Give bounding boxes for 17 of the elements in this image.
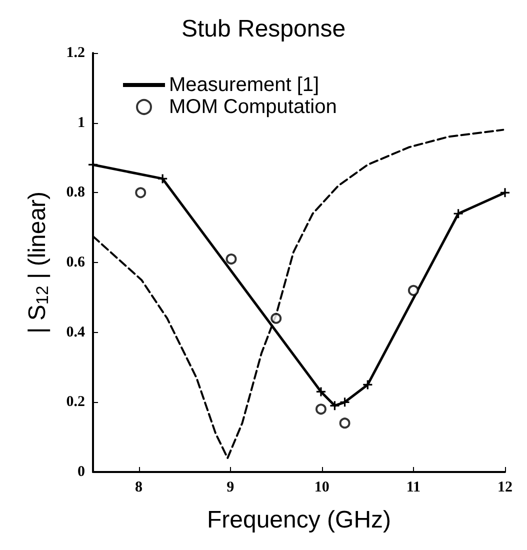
y-tick-label: 0: [78, 464, 85, 480]
chart-title: Stub Response: [181, 16, 346, 42]
legend-label: MOM Computation: [169, 96, 337, 118]
y-tick-label: 1: [78, 114, 85, 131]
y-tick-label: 0.8: [66, 184, 85, 201]
y-tick-label: 0.6: [66, 254, 86, 270]
x-tick-label: 9: [226, 480, 234, 496]
y-axis-title: | S12 | (linear): [24, 191, 52, 334]
y-tick-label: 0.2: [66, 394, 85, 410]
legend-label: Measurement [1]: [169, 74, 320, 96]
y-tick-label: 0.4: [66, 324, 86, 340]
x-tick-label: 12: [498, 480, 512, 496]
x-tick-label: 8: [135, 480, 143, 496]
y-tick-label: 1.2: [66, 45, 85, 61]
x-axis-title: Frequency (GHz): [206, 506, 392, 534]
x-tick-label: 10: [314, 480, 330, 496]
x-tick-label: 11: [406, 480, 421, 496]
